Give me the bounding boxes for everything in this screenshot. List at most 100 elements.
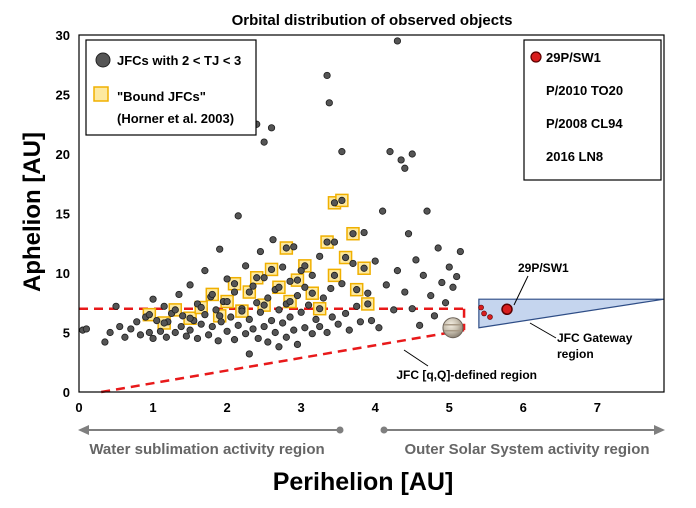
bound-jfc-point <box>316 305 324 313</box>
jfc-point <box>106 328 114 337</box>
jfc-point <box>293 292 302 300</box>
jfc-point <box>301 283 309 291</box>
jfc-point <box>267 124 276 132</box>
bound-jfc-point <box>260 301 268 309</box>
jfc-point <box>334 320 342 328</box>
jfc-point <box>290 243 298 251</box>
bound-jfc-point <box>353 286 361 294</box>
bound-jfc-point <box>282 244 290 252</box>
jfc-point <box>256 247 265 256</box>
y-tick-label: 5 <box>63 326 70 341</box>
jfc-point <box>282 333 290 341</box>
highlight-point <box>487 314 493 320</box>
bound-jfc-point <box>330 271 339 279</box>
jfc-point <box>264 294 272 302</box>
jfc-point <box>360 228 368 237</box>
jfc-point <box>217 318 225 326</box>
water-region-arrowhead <box>78 425 89 435</box>
jfc-point <box>245 350 253 358</box>
jfc-point <box>267 316 276 325</box>
jfc-point <box>423 207 431 215</box>
jfc-point <box>375 324 383 332</box>
jfc-point <box>312 315 320 324</box>
jfc-point <box>214 337 222 345</box>
highlight-point <box>478 304 484 311</box>
jfc-point <box>386 148 394 156</box>
bound-jfc-point <box>330 199 339 207</box>
bound-jfc-point <box>145 311 153 319</box>
jfc-point <box>453 272 461 281</box>
jfc-point <box>177 322 185 331</box>
jfc-point <box>408 305 416 313</box>
bound-jfc-point <box>360 264 368 272</box>
jfc-point <box>325 99 333 107</box>
bound-jfc-point <box>341 253 350 262</box>
jfc-layer <box>79 37 464 358</box>
bound-jfc-point <box>238 307 246 315</box>
jfc-point <box>412 256 420 264</box>
jfc-point <box>153 316 161 325</box>
region-layer <box>79 298 665 394</box>
jfc-point <box>260 138 268 146</box>
legend-right-box <box>523 39 662 181</box>
jfc-point <box>242 330 250 338</box>
jfc-point <box>149 295 157 303</box>
jfc-point <box>308 330 316 338</box>
jfc-point <box>434 244 442 252</box>
jfc-point <box>367 316 376 325</box>
x-tick-label: 2 <box>223 400 230 415</box>
x-tick-label: 6 <box>520 400 527 415</box>
bound-jfc-point <box>308 289 316 297</box>
jfc-point <box>242 262 250 270</box>
jfc-point <box>286 313 294 321</box>
jfc-point <box>445 263 453 271</box>
bound-jfc-point <box>160 319 168 327</box>
jfc-point <box>301 324 309 332</box>
jfc-point <box>327 284 335 293</box>
bound-jfc-point <box>323 238 331 246</box>
jfc-point <box>379 207 387 215</box>
jfc-point <box>397 156 405 164</box>
jfc-point <box>393 37 402 45</box>
jfc-point <box>338 280 346 288</box>
bound-jfc-point <box>253 274 261 282</box>
jfc-point <box>230 336 239 344</box>
bound-jfc-point <box>293 276 302 284</box>
plot-frame <box>78 34 665 393</box>
y-tick-label: 20 <box>56 147 70 162</box>
jfc-point <box>264 338 272 346</box>
jfc-point <box>328 313 336 321</box>
bound-jfc-point <box>230 280 239 288</box>
jfc-point <box>330 238 339 246</box>
jfc-point <box>253 299 261 307</box>
jfc-point <box>408 150 416 158</box>
jfc-point <box>201 311 209 319</box>
legend-jfc-label: JFCs with 2 < TJ < 3 <box>117 53 241 68</box>
jfc-point <box>456 247 464 256</box>
jfc-point <box>341 309 350 318</box>
legend-29p-marker <box>530 51 542 63</box>
bound-jfc-point <box>216 312 224 320</box>
jfc-point <box>121 333 129 341</box>
highlight-point <box>501 303 513 316</box>
jfc-point <box>162 333 170 341</box>
jfc-point <box>227 313 235 321</box>
jfc-point <box>136 331 145 339</box>
bound-jfc-point <box>275 283 283 291</box>
jfc-point <box>438 278 446 287</box>
jfc-point <box>216 245 224 253</box>
jfc-point <box>353 302 361 310</box>
jfc-point <box>234 321 242 329</box>
jfc-point <box>419 271 427 279</box>
legend-left-box <box>85 39 257 136</box>
x-tick-label: 7 <box>594 400 601 415</box>
jfc-point <box>319 294 327 302</box>
jfc-point <box>308 271 316 279</box>
jfc-point <box>297 308 305 316</box>
jfc-point <box>279 319 287 327</box>
jfc-point <box>112 302 120 310</box>
x-tick-label: 4 <box>372 400 380 415</box>
jfc-point <box>82 325 91 333</box>
jfc-point <box>197 320 205 328</box>
